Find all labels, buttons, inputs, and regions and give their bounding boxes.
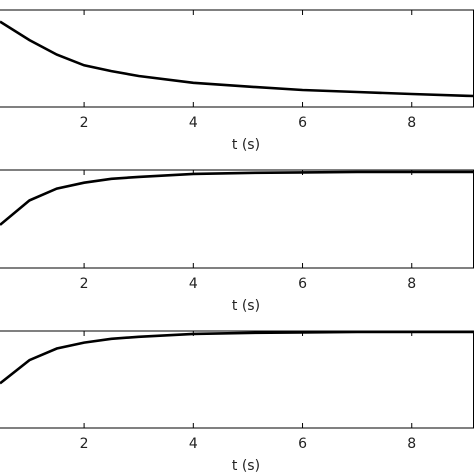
- x-tick-label: 8: [407, 436, 416, 452]
- x-tick-label: 8: [407, 276, 416, 292]
- data-line: [0, 330, 474, 385]
- x-tick-label: 4: [189, 436, 198, 452]
- x-axis-label: t (s): [232, 137, 260, 153]
- x-tick-label: 6: [298, 436, 307, 452]
- data-line: [0, 170, 474, 226]
- x-tick-label: 2: [80, 436, 89, 452]
- x-tick-label: 8: [407, 115, 416, 131]
- x-tick-label: 2: [80, 276, 89, 292]
- x-tick-label: 6: [298, 276, 307, 292]
- x-tick-label: 2: [80, 115, 89, 131]
- x-tick-label: 4: [189, 276, 198, 292]
- x-tick-label: 6: [298, 115, 307, 131]
- x-tick-label: 4: [189, 115, 198, 131]
- data-line: [0, 20, 474, 98]
- x-axis-label: t (s): [232, 298, 260, 314]
- x-axis-label: t (s): [232, 458, 260, 474]
